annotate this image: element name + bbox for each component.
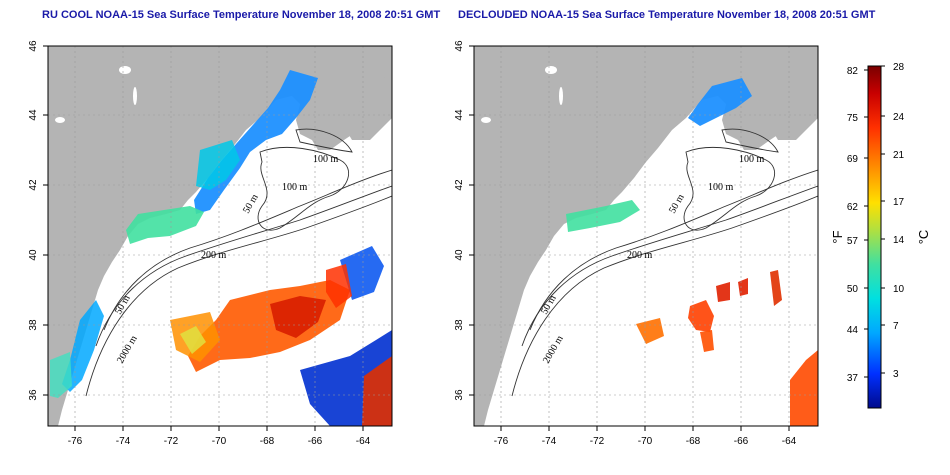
x-tick-label: -64 [356,436,371,447]
celsius-tick-label: 21 [893,150,905,161]
x-tick-label: -66 [308,436,323,447]
sst-east-warm [326,264,352,308]
lake [545,66,557,74]
fahrenheit-tick-label: 62 [847,202,859,213]
x-tick-label: -68 [686,436,701,447]
contour-label: 100 m [313,154,339,165]
celsius-tick-label: 3 [893,369,899,380]
sst-warm-patch [716,282,730,302]
sst-warm-patch [738,278,748,296]
map-frame [47,45,393,427]
map-frame [473,45,819,427]
celsius-tick-label: 10 [893,284,905,295]
right-map-title: DECLOUDED NOAA-15 Sea Surface Temperatur… [458,9,876,21]
celsius-unit-label: °C [916,230,931,245]
fahrenheit-tick-label: 82 [847,66,859,77]
y-tick-label: 44 [454,109,465,121]
y-tick-label: 38 [454,319,465,331]
x-tick-label: -64 [782,436,797,447]
x-tick-label: -72 [590,436,605,447]
y-tick-label: 42 [28,179,39,191]
contour-label: 100 m [708,182,734,193]
contour-label: 200 m [201,250,227,261]
y-tick-label: 46 [28,40,39,52]
celsius-tick-label: 14 [893,235,905,246]
sst-coastal-cyan [196,140,240,190]
bathymetry-contours [511,128,818,397]
sst-warm-patch [700,330,714,352]
sst-shelf-green [126,206,204,244]
sst-slope-yellow [180,326,206,354]
sst-warm-patch [790,350,818,426]
sst-east-blue [340,246,384,300]
y-tick-label: 40 [454,249,465,261]
map-grid [48,46,392,426]
celsius-tick-label: 24 [893,112,905,123]
celsius-tick-label: 28 [893,62,905,73]
lake [133,87,137,105]
left-map-title: RU COOL NOAA-15 Sea Surface Temperature … [42,9,441,21]
land-nova-scotia [340,70,392,140]
sst-warm-patch [770,270,782,306]
x-tick-label: -72 [164,436,179,447]
y-axis: 46 44 42 40 38 36 [454,40,474,401]
x-tick-label: -66 [734,436,749,447]
x-tick-label: -74 [542,436,557,447]
sst-gulf-of-maine [688,78,752,126]
right-map-panel: 100 m 100 m 50 m 200 m 50 m 2000 m -76 -… [454,40,819,447]
fahrenheit-tick-label: 50 [847,284,859,295]
y-tick-label: 36 [28,389,39,401]
y-tick-label: 46 [454,40,465,52]
celsius-tick-label: 17 [893,197,905,208]
fahrenheit-tick-label: 44 [847,325,859,336]
lake [559,87,563,105]
y-axis: 46 44 42 40 38 36 [28,40,48,401]
map-grid [474,46,818,426]
x-tick-label: -68 [260,436,275,447]
fahrenheit-tick-label: 37 [847,373,859,384]
sst-warm-red [270,296,326,338]
x-tick-label: -76 [494,436,509,447]
land-mass [48,46,392,426]
fahrenheit-tick-label: 75 [847,113,859,124]
sst-coastal-strip [62,300,104,392]
left-map-panel: 100 m 100 m 50 m 200 m 50 m 2000 m -76 -… [28,40,393,447]
y-tick-label: 42 [454,179,465,191]
lake [481,117,491,123]
x-tick-label: -70 [638,436,653,447]
land-mass [474,46,818,426]
y-tick-label: 36 [454,389,465,401]
colorbar: 82 75 69 62 57 50 44 37 28 24 21 17 14 1… [830,62,931,409]
celsius-tick-label: 7 [893,321,899,332]
y-tick-label: 44 [28,109,39,121]
x-tick-label: -74 [116,436,131,447]
bathymetry-contours [85,128,392,397]
sst-shelf-green [566,200,640,232]
y-tick-label: 40 [28,249,39,261]
x-axis: -76 -74 -72 -70 -68 -66 -64 [68,426,371,447]
land-nova-scotia [766,70,818,140]
contour-label: 100 m [739,154,765,165]
lake [55,117,65,123]
x-tick-label: -76 [68,436,83,447]
colorbar-gradient [867,65,882,409]
fahrenheit-tick-label: 57 [847,236,859,247]
sst-south-red [362,356,392,426]
contour-label: 200 m [627,250,653,261]
sst-shelf-cyan [50,352,72,398]
contour-label: 100 m [282,182,308,193]
sst-warm-patch [688,300,714,332]
fahrenheit-unit-label: °F [830,230,845,243]
lake [119,66,131,74]
sst-warm-patch [636,318,664,344]
x-axis: -76 -74 -72 -70 -68 -66 -64 [494,426,797,447]
y-tick-label: 38 [28,319,39,331]
fahrenheit-tick-label: 69 [847,154,859,165]
x-tick-label: -70 [212,436,227,447]
